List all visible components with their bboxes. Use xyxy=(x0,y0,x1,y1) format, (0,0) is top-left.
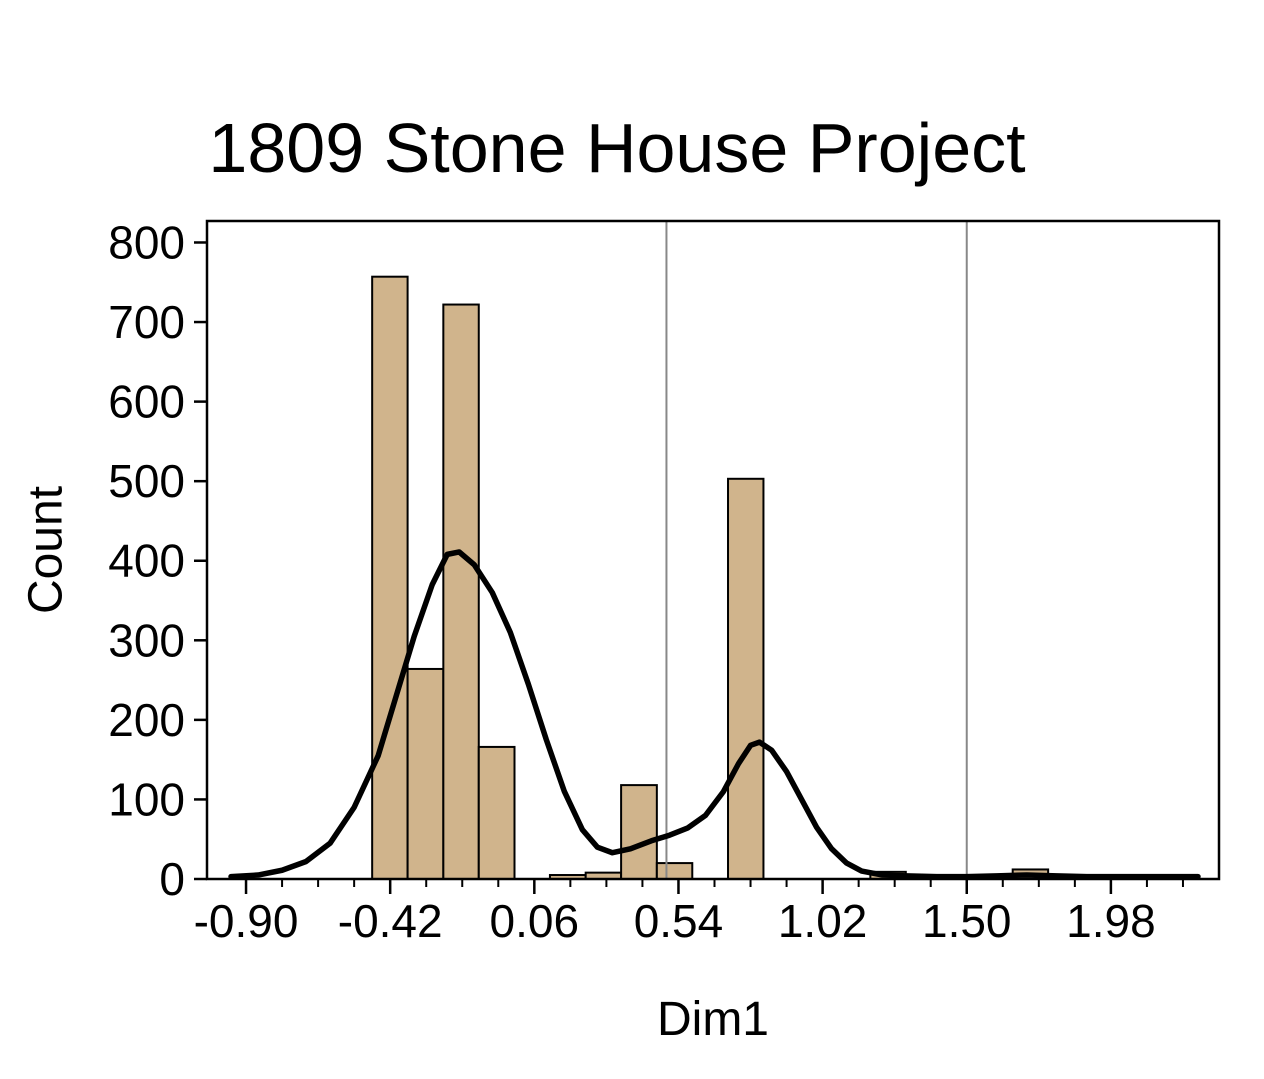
y-tick-label: 400 xyxy=(108,535,185,587)
y-tick-label: 800 xyxy=(108,216,185,268)
histogram-bar xyxy=(371,275,409,880)
histogram-bar xyxy=(477,745,516,880)
histogram-bar xyxy=(442,303,480,881)
y-tick-label: 200 xyxy=(108,694,185,746)
x-tick-label: 1.50 xyxy=(922,895,1012,947)
chart-title: 1809 Stone House Project xyxy=(208,109,1026,187)
x-tick-label: 0.54 xyxy=(634,895,724,947)
x-tick-label: 0.06 xyxy=(490,895,580,947)
x-tick-label: 1.02 xyxy=(778,895,868,947)
y-tick-label: 100 xyxy=(108,773,185,825)
y-tick-label: 0 xyxy=(159,853,185,905)
y-tick-label: 700 xyxy=(108,296,185,348)
histogram-bar xyxy=(727,477,765,880)
histogram-bar xyxy=(406,667,445,880)
x-tick-label: -0.42 xyxy=(338,895,443,947)
y-tick-label: 500 xyxy=(108,455,185,507)
x-axis-label: Dim1 xyxy=(656,993,770,1046)
x-tick-label: -0.90 xyxy=(194,895,299,947)
plot-border xyxy=(205,219,1221,881)
histogram-bar xyxy=(620,784,658,880)
x-tick-label: 1.98 xyxy=(1066,895,1156,947)
histogram-bar xyxy=(655,862,694,880)
y-tick-label: 600 xyxy=(108,376,185,428)
density-curve xyxy=(228,549,1201,880)
y-tick-label: 300 xyxy=(108,614,185,666)
